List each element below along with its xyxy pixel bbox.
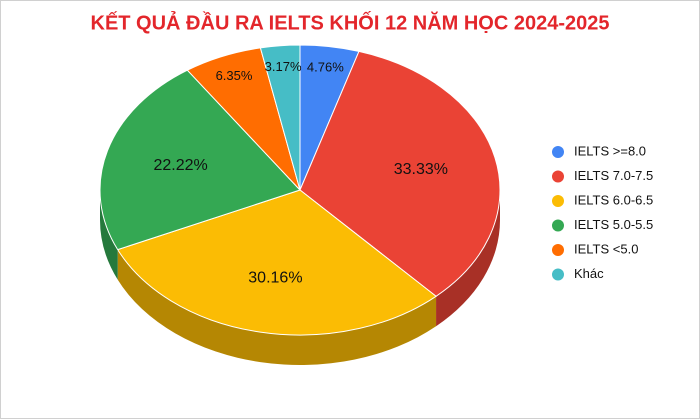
- legend-marker: [552, 170, 564, 183]
- legend-marker: [552, 195, 564, 207]
- slice: [116, 189, 437, 365]
- slice-top: [259, 44, 301, 191]
- legend-label: IELTS >=8.0: [574, 143, 646, 158]
- legend-marker: [552, 268, 564, 281]
- legend-marker: [552, 146, 564, 158]
- chart-title: KẾT QUẢ ĐẦU RA IELTS KHỐI 12 NĂM HỌC 202…: [91, 10, 610, 34]
- slice-top: [299, 50, 501, 297]
- legend-marker: [552, 244, 564, 256]
- slice: [259, 44, 301, 191]
- data-label: 22.22%: [154, 157, 208, 174]
- legend-label: IELTS 5.0-5.5: [574, 217, 653, 232]
- legend-label: Khác: [574, 266, 604, 281]
- slice-side: [436, 190, 500, 327]
- data-label: 3.17%: [265, 59, 302, 74]
- data-label: 30.16%: [248, 269, 302, 286]
- slice-side: [100, 190, 118, 280]
- slice-side: [117, 249, 437, 365]
- data-label: 6.35%: [216, 68, 253, 83]
- slice: [299, 50, 501, 327]
- slice: [99, 69, 301, 280]
- slice-top: [116, 189, 437, 336]
- slice-top: [99, 69, 301, 251]
- data-label: 4.76%: [307, 60, 344, 75]
- legend-label: IELTS <5.0: [574, 241, 638, 256]
- data-label: 33.33%: [394, 161, 448, 178]
- legend-label: IELTS 7.0-7.5: [574, 168, 653, 183]
- legend-marker: [552, 219, 564, 232]
- legend-label: IELTS 6.0-6.5: [574, 192, 653, 207]
